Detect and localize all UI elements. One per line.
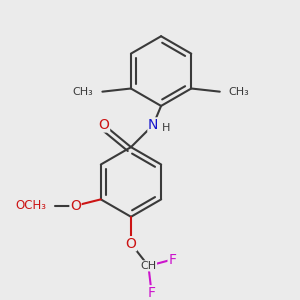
Text: CH₃: CH₃ [229,87,249,97]
Text: F: F [148,286,156,300]
Text: O: O [126,237,136,251]
Text: F: F [168,253,176,267]
Text: O: O [99,118,110,132]
Text: CH₃: CH₃ [73,87,94,97]
Text: OCH₃: OCH₃ [15,199,46,212]
Text: O: O [70,199,81,213]
Text: H: H [162,123,171,133]
Text: CH: CH [140,261,157,271]
Text: N: N [148,118,158,132]
